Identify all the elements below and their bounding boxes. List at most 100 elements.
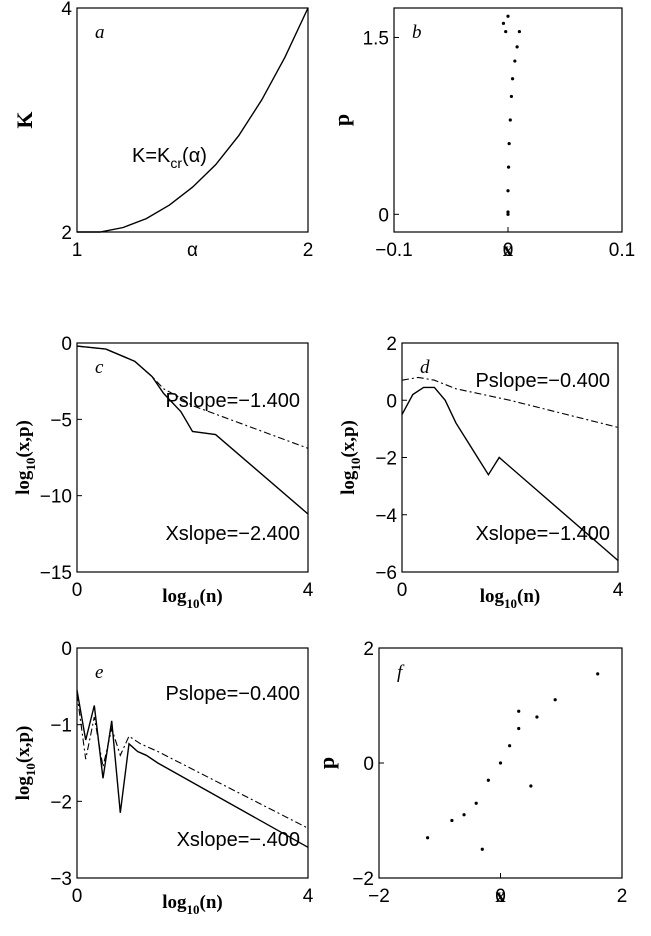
y-tick-label: 1.5	[363, 28, 389, 49]
scatter-point	[529, 784, 533, 788]
x-axis-label: x	[503, 239, 513, 261]
scatter-point	[513, 59, 517, 63]
series-line-p	[76, 693, 309, 829]
x-axis-label: x	[496, 885, 506, 907]
xslope-annotation: Xslope=−1.400	[475, 523, 610, 545]
y-tick-label: −2	[375, 449, 397, 470]
scatter-point	[506, 165, 511, 169]
series-line-x	[76, 345, 309, 515]
x-tick-label: 1	[72, 240, 83, 261]
y-tick-label: 2	[61, 223, 72, 244]
panel-label-e: e	[95, 662, 103, 683]
x-tick-label: 4	[303, 580, 314, 601]
panel-d: 0 4 2 0 −2 −4 −6 d log10(n) log10(x,p) Pslope=−0.4…	[338, 334, 624, 611]
scatter-point	[515, 45, 519, 49]
scatter-point	[474, 801, 478, 805]
axes-frame-e	[76, 647, 309, 879]
panel-c: 0 4 0 −5 −10 −15 c log10(n) log10(x,p) Pslope=−1.…	[13, 334, 314, 611]
scatter-point	[553, 698, 557, 702]
x-axis-label: log10(n)	[480, 586, 541, 611]
y-tick-label: −6	[375, 563, 397, 584]
scatter-point	[506, 210, 510, 214]
scatter-point	[517, 29, 522, 34]
y-tick-label: −10	[40, 487, 72, 508]
pslope-annotation: Pslope=−1.400	[165, 390, 300, 412]
y-axis-label: log10(x,p)	[13, 420, 38, 495]
panel-label-a: a	[95, 22, 105, 43]
y-tick-label: 2	[386, 334, 397, 355]
y-tick-label: 0	[386, 391, 397, 412]
scatter-point	[535, 715, 539, 719]
y-tick-label: 0	[378, 205, 389, 226]
scatter-point	[508, 744, 512, 748]
scatter-point	[426, 836, 430, 840]
x-tick-label: 0	[72, 580, 83, 601]
scatter-point	[498, 761, 503, 765]
x-tick-label: 4	[613, 580, 624, 601]
y-tick-label: −4	[375, 506, 397, 527]
y-tick-label: 0	[363, 754, 374, 775]
x-tick-label: 0	[503, 240, 514, 261]
panel-label-b: b	[412, 22, 422, 43]
pslope-annotation: Pslope=−0.400	[165, 683, 300, 705]
xslope-annotation: Xslope=−.400	[177, 829, 300, 851]
y-tick-label: 0	[61, 334, 72, 355]
series-line-p	[401, 376, 619, 428]
panel-label-d: d	[420, 357, 430, 378]
scatter-point	[506, 14, 510, 18]
y-axis-label: p	[329, 114, 354, 126]
scatter-point	[517, 709, 521, 713]
axes-frame-b	[393, 7, 623, 233]
y-axis-label: K	[12, 111, 37, 128]
x-tick-label: −2	[368, 886, 390, 907]
x-axis-label: log10(n)	[162, 586, 223, 611]
y-tick-label: −2	[50, 792, 72, 813]
x-axis-label: α	[187, 240, 198, 261]
series-line-x	[401, 386, 619, 562]
y-tick-label: −15	[40, 563, 72, 584]
scatter-point	[508, 118, 512, 122]
y-tick-label: −2	[352, 869, 374, 890]
scatter-point	[510, 77, 515, 81]
y-axis-label: p	[314, 757, 339, 769]
series-line-x	[76, 690, 309, 848]
x-tick-label: 0	[397, 580, 408, 601]
panel-f: −2 0 2 2 0 −2 f x p	[314, 639, 627, 907]
panel-label-f: f	[397, 662, 405, 683]
axes-frame-c	[76, 342, 309, 573]
x-tick-label: −0.1	[375, 240, 413, 261]
scatter-point	[450, 818, 454, 823]
y-tick-label: 0	[61, 639, 72, 660]
axes-frame-a	[76, 7, 309, 233]
y-tick-label: 4	[61, 0, 72, 20]
curve-annotation: K=Kcr(α)	[132, 145, 207, 171]
scatter-point	[506, 189, 510, 193]
y-tick-label: 2	[363, 639, 374, 660]
panel-e: 0 4 0 −1 −2 −3 e log10(n) log10(x,p) Pslope=−0.40…	[13, 639, 314, 917]
series-line-p	[76, 345, 309, 449]
x-tick-label: 0	[72, 886, 83, 907]
x-tick-label: 4	[303, 886, 314, 907]
scatter-point	[462, 813, 466, 817]
x-tick-label: 2	[303, 240, 314, 261]
scatter-point	[501, 21, 506, 25]
scatter-point	[507, 141, 511, 146]
y-axis-label: log10(x,p)	[338, 420, 363, 495]
pslope-annotation: Pslope=−0.400	[475, 370, 610, 392]
xslope-annotation: Xslope=−2.400	[165, 523, 300, 545]
x-tick-label: 0.1	[609, 240, 635, 261]
y-tick-label: −5	[50, 410, 72, 431]
scatter-point	[506, 212, 510, 216]
scatter-point	[517, 726, 521, 731]
x-tick-label: 0	[495, 886, 506, 907]
y-axis-label: log10(x,p)	[13, 726, 38, 801]
panel-label-c: c	[95, 357, 104, 378]
scatter-point	[480, 847, 484, 851]
scatter-point	[486, 778, 490, 782]
scatter-point	[596, 672, 600, 676]
y-tick-label: −3	[50, 869, 72, 890]
scatter-point	[504, 29, 508, 34]
x-tick-label: 2	[617, 886, 628, 907]
scatter-point	[509, 94, 514, 99]
